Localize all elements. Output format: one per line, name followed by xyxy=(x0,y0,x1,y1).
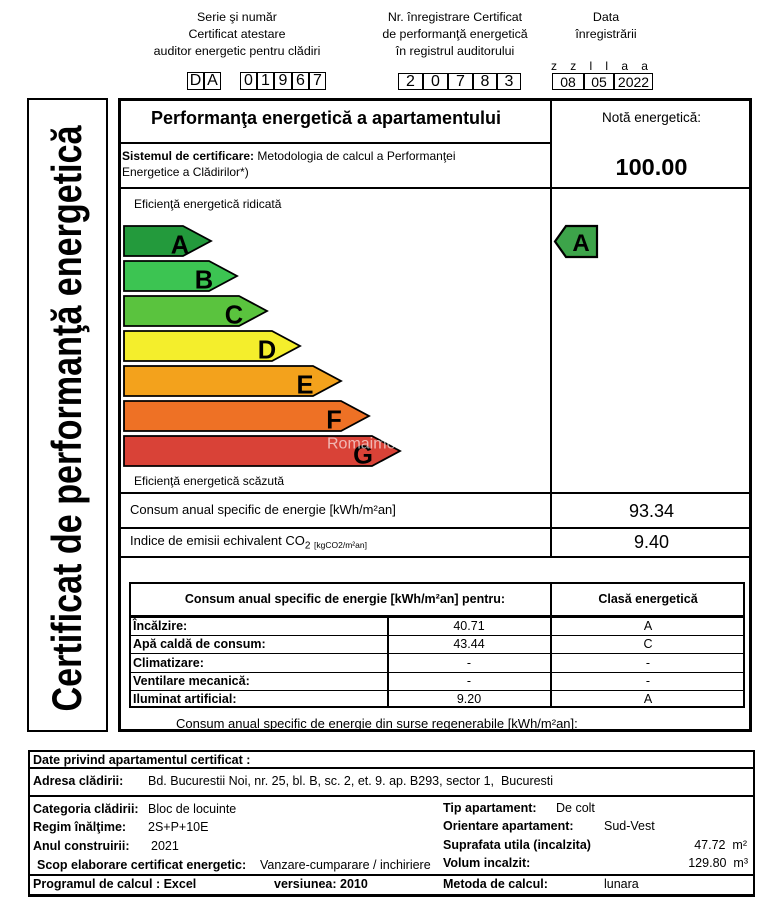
svg-text:B: B xyxy=(195,267,213,295)
svg-text:C: C xyxy=(225,302,243,330)
svg-text:F: F xyxy=(326,407,342,435)
svg-text:A: A xyxy=(171,232,189,260)
svg-text:A: A xyxy=(572,230,589,257)
svg-text:G: G xyxy=(353,442,373,470)
svg-text:E: E xyxy=(296,372,313,400)
svg-text:Certificat de performanţă ener: Certificat de performanţă energetică xyxy=(43,125,90,712)
svg-text:D: D xyxy=(258,337,276,365)
svg-text:Romaimobiliare: Romaimobiliare xyxy=(327,436,438,453)
